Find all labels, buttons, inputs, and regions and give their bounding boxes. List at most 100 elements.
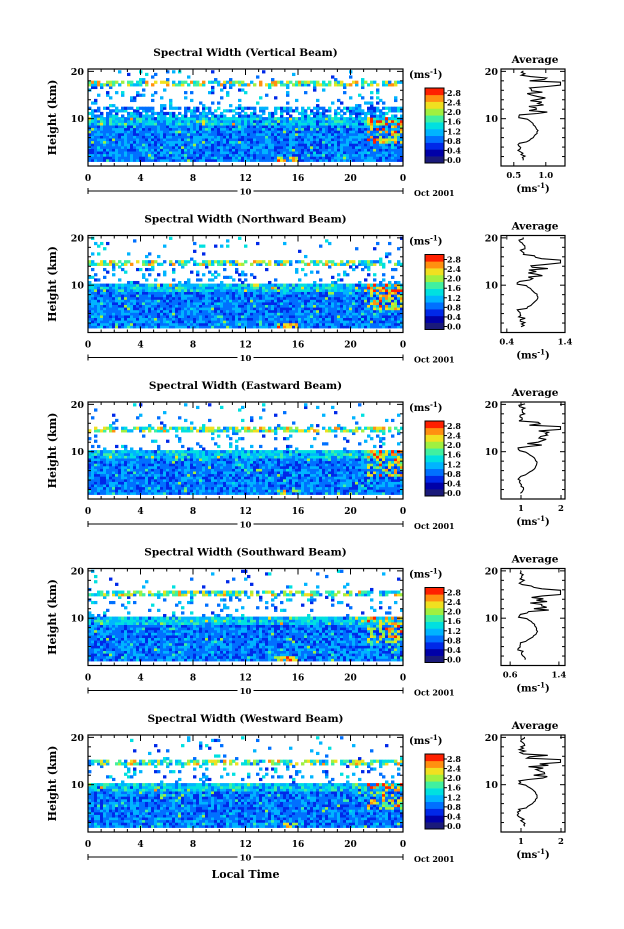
heatmap-cell [268,307,272,311]
x-tick-label: 16 [292,174,305,184]
heatmap-cell [337,140,341,144]
heatmap-cell [295,153,299,157]
heatmap-cell [250,122,254,126]
heatmap-cell [181,153,185,157]
heatmap-cell [370,91,374,95]
heatmap-cell [175,309,179,313]
heatmap-cell [274,148,278,152]
heatmap-cell [388,314,392,319]
heatmap-cell [94,85,98,90]
heatmap-cell [124,444,128,449]
heatmap-cell [124,262,128,266]
heatmap-cell [145,320,149,324]
heatmap-cell [112,468,116,472]
heatmap-cell [184,80,188,84]
colorbar-unit: (ms-1) [409,234,442,248]
heatmap-cell [157,299,161,303]
colorbar-tick-label: 2.4 [447,98,461,108]
heatmap-cell [217,312,221,316]
heatmap-cell [169,309,173,313]
heatmap-cell [322,124,326,129]
heatmap-cell [115,481,119,485]
heatmap-cell [214,296,218,300]
heatmap-cell [379,299,383,303]
heatmap-cell [199,309,203,313]
heatmap-cell [205,122,209,126]
heatmap-cell [289,325,293,329]
heatmap-cell [124,304,128,308]
heatmap-cell [148,124,152,129]
heatmap-cell [259,96,263,100]
heatmap-cell [172,267,176,272]
heatmap-cell [148,293,152,298]
heatmap-cell [292,153,296,157]
heatmap-cell [172,325,176,329]
x-tick-label: 4 [137,174,143,184]
heatmap-cell [319,286,323,290]
heatmap-cell [214,117,218,121]
heatmap-cell [355,299,359,303]
heatmap-cell [331,143,335,147]
heatmap-cell [157,309,161,313]
heatmap-cell [382,314,386,319]
heatmap-cell [271,150,275,155]
heatmap-cell [187,150,191,155]
heatmap-cell [382,150,386,155]
heatmap-cell [148,312,152,316]
heatmap-cell [151,111,155,116]
heatmap-cell [256,119,260,123]
heatmap-cell [100,119,104,123]
heatmap-cell [352,119,356,123]
heatmap-cell [160,322,164,326]
heatmap-cell [160,288,164,292]
heatmap-cell [205,296,209,300]
heatmap-cell [385,320,389,324]
heatmap-cell [133,320,137,324]
heatmap-cell [139,301,143,305]
heatmap-cell [340,278,344,282]
heatmap-cell [175,260,179,264]
heatmap-cell [184,137,188,142]
heatmap-cell [238,314,242,319]
heatmap-cell [217,119,221,123]
heatmap-cell [97,124,101,129]
heatmap-cell [295,309,299,313]
heatmap-cell [115,470,119,475]
heatmap-cell [112,148,116,152]
heatmap-cell [196,309,200,313]
heatmap-cell [355,132,359,136]
heatmap-cell [175,320,179,324]
heatmap-cell [253,320,257,324]
heatmap-cell [202,153,206,157]
heatmap-cell [304,312,308,316]
heatmap-cell [94,320,98,324]
heatmap-cell [196,322,200,326]
heatmap-cell [397,288,401,292]
heatmap-cell [133,130,137,134]
heatmap-cell [103,247,107,251]
heatmap-cell [376,130,380,134]
heatmap-cell [388,260,392,264]
heatmap-cell [340,317,344,321]
heatmap-cell [94,439,98,443]
heatmap-cell [298,286,302,290]
heatmap-cell [130,98,134,103]
heatmap-cell [169,296,173,300]
heatmap-cell [148,262,152,266]
heatmap-cell [382,114,386,118]
heatmap-cell [241,137,245,142]
heatmap-cell [295,124,299,129]
heatmap-cell [160,299,164,303]
heatmap-cell [325,322,329,326]
heatmap-cell [382,288,386,292]
heatmap-cell [127,111,131,116]
heatmap-cell [268,119,272,123]
heatmap-cell [295,150,299,155]
heatmap-cell [151,320,155,324]
heatmap-cell [295,83,299,87]
heatmap-cell [115,320,119,324]
heatmap-cell [316,114,320,118]
heatmap-cell [286,260,290,264]
heatmap-cell [313,143,317,147]
heatmap-cell [190,325,194,329]
